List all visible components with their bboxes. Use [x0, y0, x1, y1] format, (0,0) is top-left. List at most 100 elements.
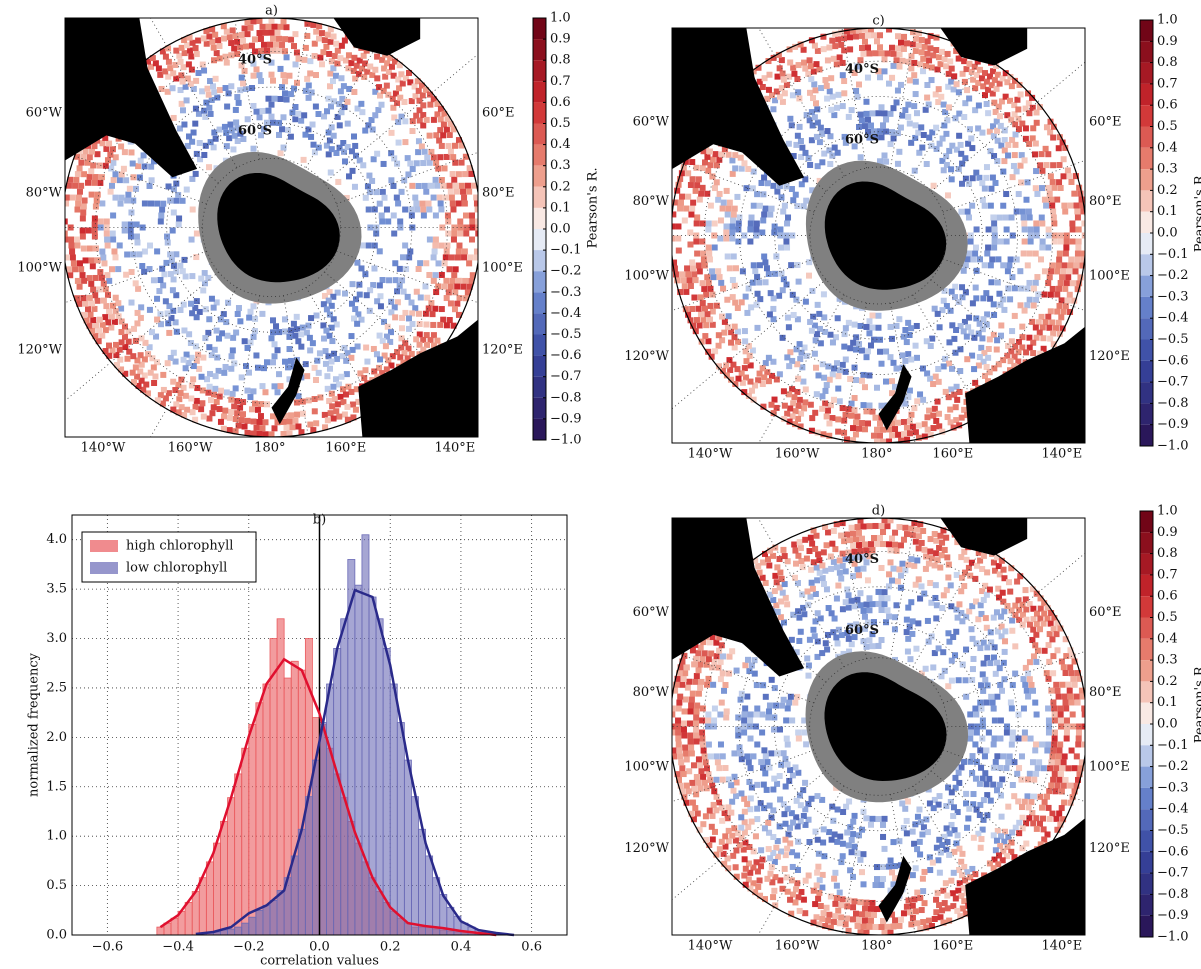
- map-cell: [956, 388, 963, 395]
- map-cell: [452, 159, 459, 166]
- map-cell: [170, 378, 177, 385]
- map-cell: [223, 59, 230, 66]
- map-cell: [188, 66, 195, 73]
- map-cell: [1066, 268, 1073, 275]
- map-cell: [785, 831, 792, 838]
- map-cell: [1041, 836, 1048, 843]
- map-cell: [163, 259, 170, 266]
- map-cell: [299, 410, 306, 417]
- map-cell: [79, 215, 86, 222]
- map-cell: [239, 411, 246, 418]
- map-cell: [688, 702, 695, 709]
- map-cell: [890, 565, 897, 572]
- map-cell: [741, 795, 748, 802]
- map-cell: [232, 385, 239, 392]
- map-cell: [687, 181, 694, 188]
- map-cell: [180, 384, 187, 391]
- map-cell: [699, 735, 706, 742]
- map-cell: [687, 732, 694, 739]
- map-cell: [914, 398, 921, 405]
- map-cell: [192, 105, 199, 112]
- map-cell: [746, 352, 753, 359]
- map-cell: [370, 345, 377, 352]
- map-cell: [1000, 659, 1007, 666]
- colorbar-segment: [1140, 169, 1153, 191]
- map-cell: [334, 289, 341, 296]
- map-cell: [213, 398, 220, 405]
- map-cell: [349, 401, 356, 408]
- map-cell: [784, 845, 791, 852]
- colorbar-segment: [533, 81, 546, 103]
- map-cell: [856, 541, 863, 548]
- map-cell: [438, 206, 445, 213]
- map-cell: [1030, 302, 1037, 309]
- histogram-bar: [425, 855, 434, 936]
- map-cell: [69, 194, 76, 201]
- map-cell: [695, 305, 702, 312]
- map-cell: [1054, 196, 1061, 203]
- map-cell: [960, 328, 967, 335]
- map-cell: [693, 238, 700, 245]
- map-cell: [447, 188, 454, 195]
- map-cell: [863, 815, 870, 822]
- map-cell: [687, 317, 694, 324]
- map-cell: [917, 895, 924, 902]
- map-cell: [441, 260, 448, 267]
- map-cell: [677, 782, 684, 789]
- map-cell: [836, 398, 843, 405]
- map-cell: [980, 358, 987, 365]
- map-cell: [766, 702, 773, 709]
- map-cell: [880, 426, 887, 433]
- map-cell: [886, 80, 893, 87]
- map-cell: [944, 117, 951, 124]
- map-cell: [679, 765, 686, 772]
- map-cell: [705, 741, 712, 748]
- map-cell: [173, 180, 180, 187]
- map-cell: [982, 582, 989, 589]
- map-cell: [1069, 226, 1076, 233]
- map-cell: [395, 119, 402, 126]
- map-cell: [704, 153, 711, 160]
- map-cell: [1068, 256, 1075, 263]
- map-cell: [197, 156, 204, 163]
- map-cell: [1030, 820, 1037, 827]
- map-cell: [713, 753, 720, 760]
- map-cell: [857, 111, 864, 118]
- map-cell: [682, 750, 689, 757]
- map-cell: [189, 310, 196, 317]
- map-cell: [305, 322, 312, 329]
- map-cell: [165, 45, 172, 52]
- map-cell: [315, 144, 322, 151]
- map-cell: [91, 233, 98, 240]
- map-cell: [767, 290, 774, 297]
- map-cell: [216, 87, 223, 94]
- map-cell: [65, 218, 68, 225]
- map-cell: [286, 376, 293, 383]
- map-cell: [109, 230, 116, 237]
- map-cell: [1007, 97, 1014, 104]
- map-cell: [900, 536, 907, 543]
- map-cell: [1056, 134, 1063, 141]
- map-cell: [170, 307, 177, 314]
- map-cell: [311, 52, 318, 59]
- map-cell: [767, 870, 774, 877]
- map-cell: [860, 523, 867, 530]
- map-cell: [733, 779, 740, 786]
- map-cell: [845, 113, 852, 120]
- map-cell: [350, 414, 357, 421]
- y-tick-label: 1.0: [46, 829, 67, 844]
- map-cell: [953, 628, 960, 635]
- map-cell: [402, 139, 409, 146]
- map-cell: [1012, 602, 1019, 609]
- map-cell: [1003, 191, 1010, 198]
- map-cell: [389, 353, 396, 360]
- map-cell: [674, 771, 681, 778]
- map-cell: [321, 411, 328, 418]
- map-cell: [761, 75, 768, 82]
- map-cell: [831, 875, 838, 882]
- map-cell: [256, 72, 263, 79]
- map-cell: [1080, 208, 1085, 215]
- map-cell: [382, 73, 389, 80]
- map-cell: [719, 670, 726, 677]
- map-cell: [981, 872, 988, 879]
